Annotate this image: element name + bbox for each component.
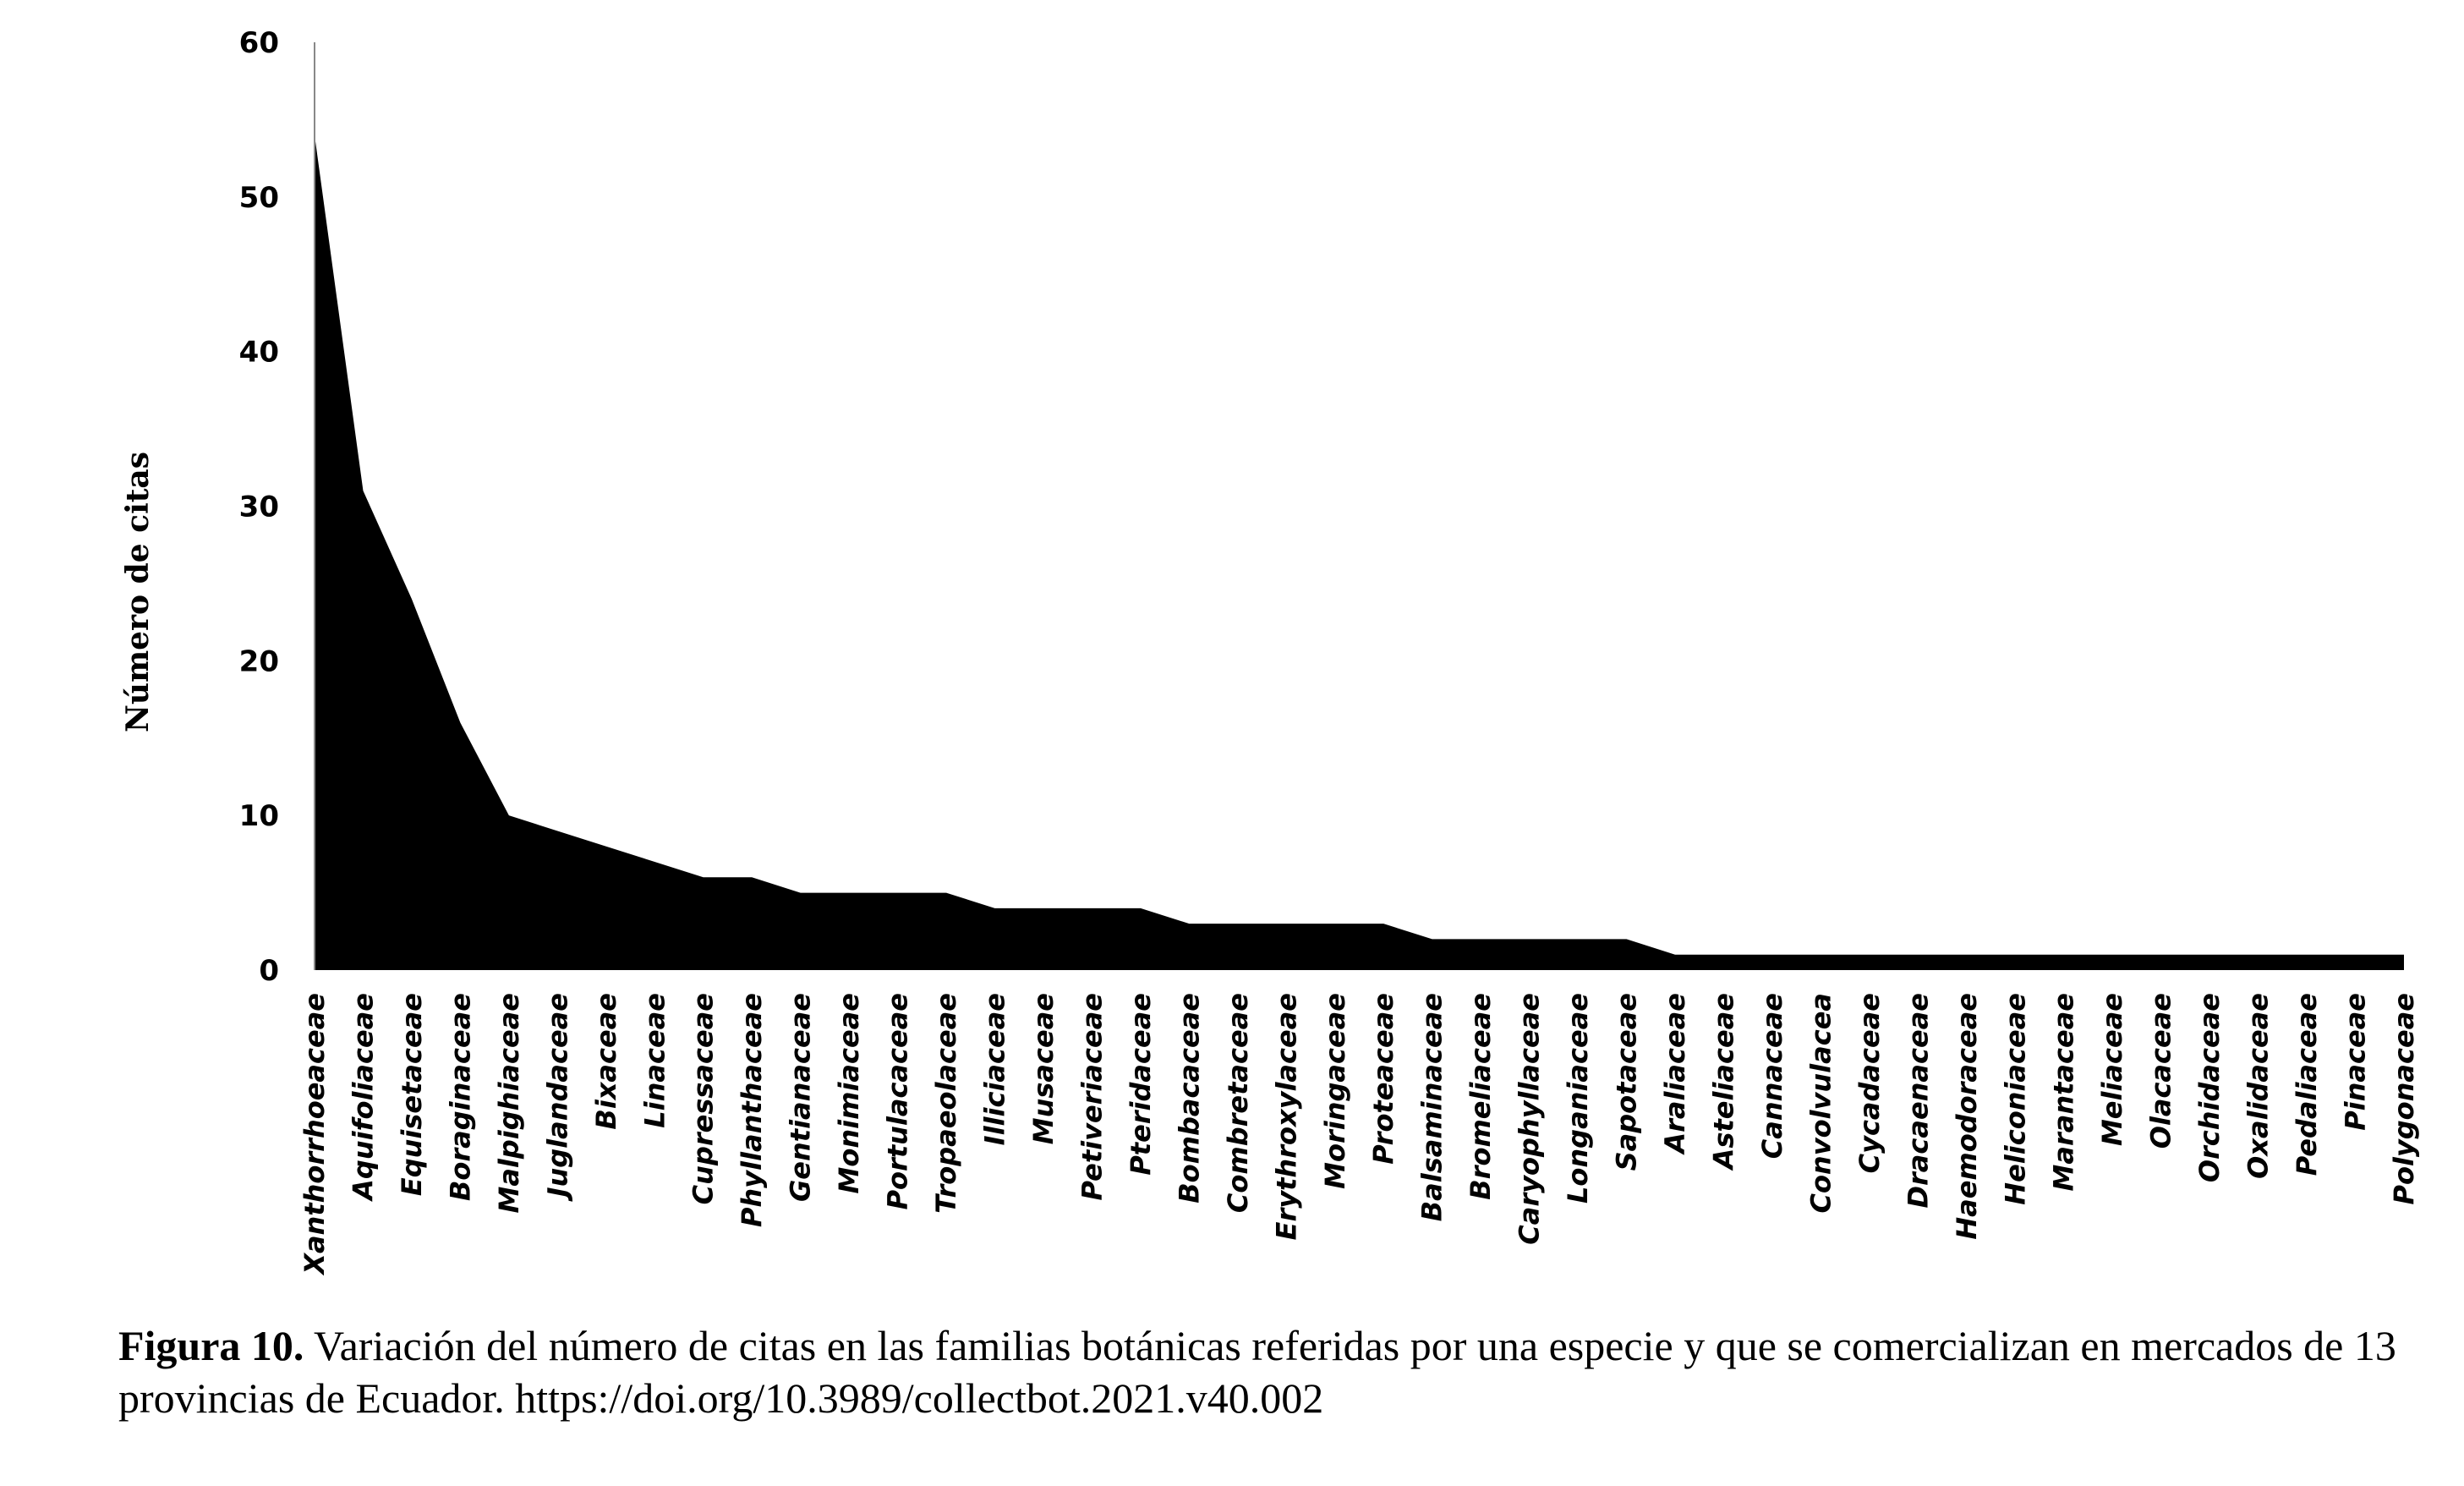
x-category-label: Cupressaceae	[687, 993, 720, 1204]
x-category-label: Polygonaceae	[2388, 993, 2420, 1205]
x-category-label: Malpighiaceae	[493, 993, 525, 1214]
x-category-label: Caryophyllaceae	[1514, 993, 1546, 1245]
y-tick-label: 40	[239, 336, 279, 370]
x-category-label: Phyllanthaceae	[736, 993, 768, 1227]
y-tick-label: 20	[239, 644, 279, 678]
x-category-label: Proteaceae	[1367, 993, 1399, 1165]
x-category-label: Juglandaceae	[541, 993, 573, 1202]
y-tick-label: 30	[239, 491, 279, 524]
x-category-label: Bombacaceae	[1173, 993, 1205, 1204]
x-category-label: Convolvulacea	[1804, 993, 1837, 1214]
x-category-label: Longaniaceae	[1562, 993, 1594, 1204]
area-series	[315, 134, 2404, 970]
x-category-label: Pedaliaceae	[2291, 993, 2323, 1176]
x-category-label: Aquifoliaceae	[347, 993, 379, 1203]
x-category-label: Orchidaceae	[2193, 993, 2226, 1182]
x-category-label: Erythroxylaceae	[1270, 993, 1302, 1240]
x-category-label: Haemodoraceae	[1951, 993, 1983, 1240]
x-category-label: Heliconiaceae	[1999, 993, 2031, 1205]
x-category-label: Bixaceae	[590, 993, 622, 1130]
x-category-label: Portulacaceae	[882, 993, 914, 1209]
y-tick-label: 60	[239, 26, 279, 60]
y-tick-label: 0	[259, 954, 279, 988]
y-tick-label: 10	[239, 799, 279, 833]
x-category-label: Boraginaceae	[444, 993, 476, 1201]
x-category-label: Bromeliaceae	[1465, 993, 1497, 1200]
x-category-label: Petiveriaceae	[1076, 993, 1108, 1200]
x-category-label: Balsaminaceae	[1416, 993, 1448, 1221]
figure-caption: Figura 10. Variación del número de citas…	[118, 1319, 2435, 1424]
x-category-label: Oxalidaceae	[2242, 993, 2275, 1179]
x-category-label: Marantaceae	[2048, 993, 2080, 1191]
x-category-label: Pteridaceae	[1125, 993, 1157, 1176]
x-category-label: Araliaceae	[1659, 993, 1691, 1156]
x-category-label: Dracaenaceae	[1902, 993, 1934, 1209]
x-category-label: Olacaceae	[2145, 993, 2177, 1149]
x-category-label: Illiciaceae	[979, 993, 1011, 1145]
x-axis-category-labels: Xanthorrhoeaceae Aquifoliaceae Equisetacea…	[298, 993, 2420, 1276]
caption-text: Variación del número de citas en las fam…	[118, 1322, 2396, 1422]
area-chart: Número de citas 0 10 20 30 40 50 60 Xanthorrho…	[120, 26, 2420, 1276]
x-category-label: Xanthorrhoeaceae	[298, 993, 331, 1276]
x-category-label: Cannaceae	[1756, 993, 1788, 1159]
caption-label: Figura 10.	[118, 1322, 304, 1369]
x-category-label: Gentianaceae	[785, 993, 817, 1202]
y-tick-label: 50	[239, 181, 279, 215]
x-category-label: Equisetaceae	[396, 993, 428, 1196]
x-category-label: Linaceae	[638, 993, 671, 1128]
x-category-label: Meliaceae	[2096, 993, 2128, 1146]
x-category-label: Monimiaceae	[833, 993, 865, 1193]
x-category-label: Moringaceae	[1319, 993, 1351, 1189]
y-axis-ticks: 0 10 20 30 40 50 60	[239, 26, 279, 988]
x-category-label: Pinaceae	[2340, 993, 2372, 1131]
x-category-label: Sapotaceae	[1611, 993, 1643, 1171]
x-category-label: Tropaeolaceae	[930, 993, 962, 1214]
x-category-label: Asteliaceae	[1707, 993, 1739, 1171]
x-category-label: Cycadaceae	[1853, 993, 1886, 1173]
y-axis-title: Número de citas	[120, 452, 156, 732]
x-category-label: Musaceae	[1027, 993, 1060, 1144]
x-category-label: Combretaceae	[1222, 993, 1254, 1213]
